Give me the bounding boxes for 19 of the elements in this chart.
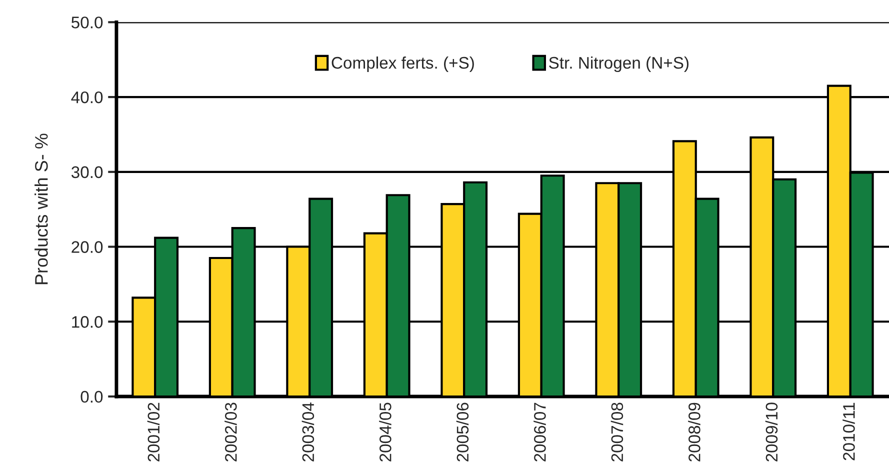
x-tick-label: 2002/03: [224, 402, 237, 462]
y-tick-label: 20.0: [72, 241, 103, 253]
x-tick-label: 2010/11: [842, 402, 855, 460]
y-tick-label: 10.0: [72, 316, 103, 328]
legend-label: Complex ferts. (+S): [332, 56, 474, 72]
y-axis-title: Products with S- %: [34, 134, 48, 284]
x-tick-label: 2001/02: [147, 402, 160, 462]
y-tick-label: 0.0: [80, 390, 103, 403]
x-tick-label: 2007/08: [610, 402, 624, 462]
x-tick-label: 2003/04: [302, 402, 314, 462]
x-tick-label: 2008/09: [688, 402, 700, 462]
y-tick-label: 40.0: [71, 91, 103, 104]
y-tick-label: 50.0: [71, 16, 103, 28]
x-tick-label: 2005/06: [456, 402, 469, 462]
x-tick-label: 2009/10: [765, 402, 778, 462]
x-tick-label: 2006/07: [534, 402, 546, 462]
x-tick-label: 2004/05: [379, 402, 392, 462]
y-tick-label: 30.0: [71, 166, 103, 178]
legend-label: Str. Nitrogen (N+S): [549, 56, 688, 72]
